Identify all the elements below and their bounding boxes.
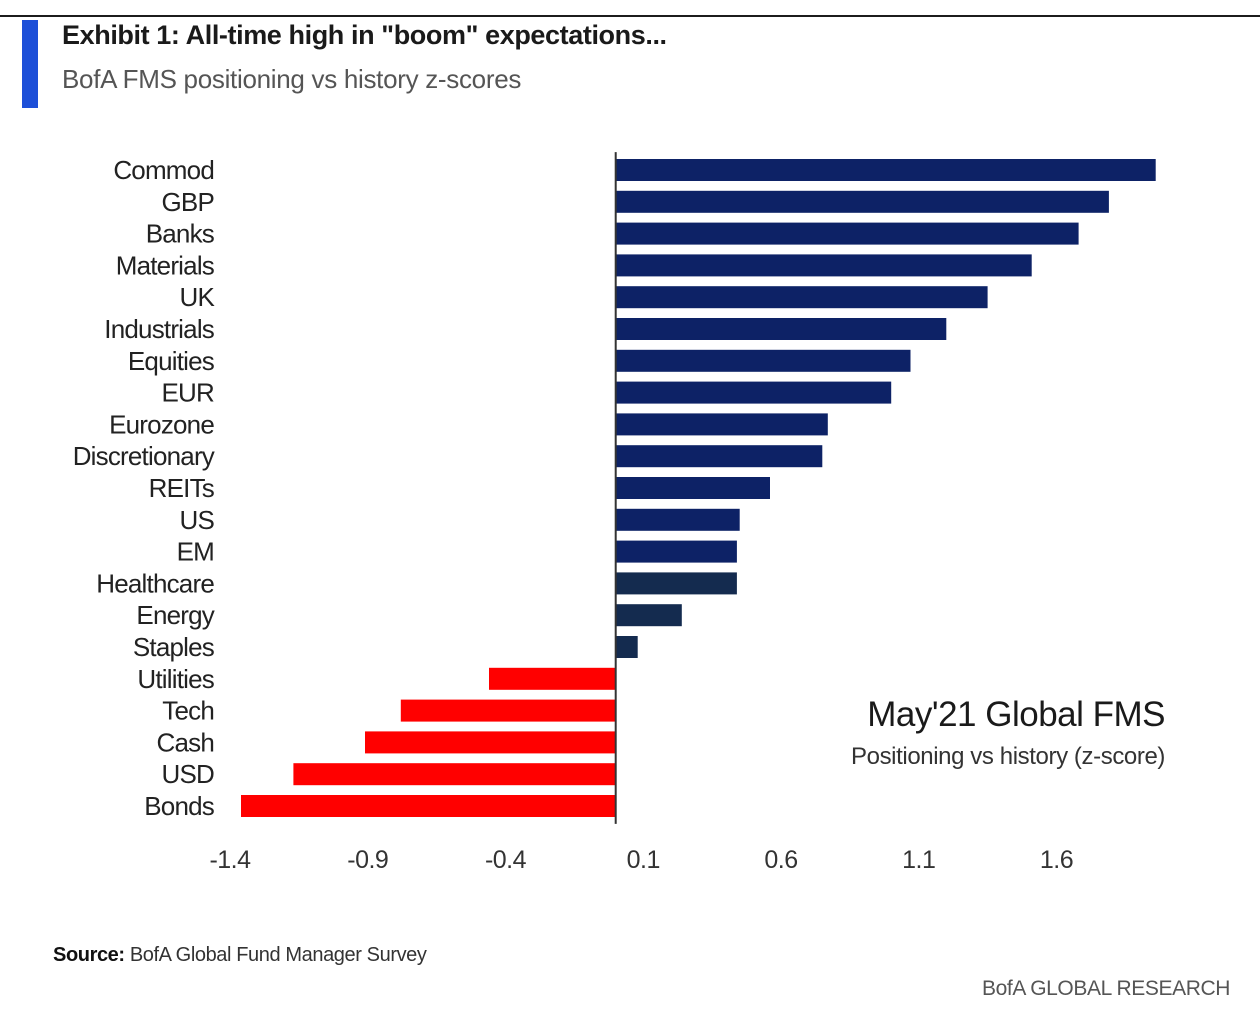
annotation-title: May'21 Global FMS (867, 695, 1165, 734)
source-label: Source: (53, 944, 125, 966)
category-label-em: EM (177, 537, 214, 567)
bar-gbp (615, 190, 1109, 213)
category-label-discretionary: Discretionary (73, 441, 215, 471)
brand-footer: BofA GLOBAL RESEARCH (982, 977, 1230, 1000)
category-label-banks: Banks (146, 219, 215, 249)
bar-cash (365, 731, 616, 754)
x-tick-label: 0.1 (627, 846, 660, 874)
category-label-usd: USD (162, 759, 215, 789)
bar-equities (615, 349, 911, 372)
chart-subtitle: BofA FMS positioning vs history z-scores (62, 64, 522, 94)
category-label-cash: Cash (157, 727, 215, 757)
bar-usd (293, 763, 616, 786)
bar-bonds (241, 795, 616, 817)
category-label-eurozone: Eurozone (109, 409, 214, 439)
accent-bar (22, 20, 38, 108)
bar-reits (615, 477, 770, 499)
category-label-tech: Tech (162, 696, 214, 726)
bar-energy (615, 604, 682, 627)
category-label-bonds: Bonds (144, 791, 215, 821)
category-label-materials: Materials (116, 250, 215, 280)
bar-materials (615, 254, 1032, 277)
category-label-industrials: Industrials (104, 314, 214, 344)
top-rule (0, 15, 1260, 17)
bar-uk (615, 286, 988, 309)
bar-healthcare (615, 572, 737, 595)
bar-chart: CommodGBPBanksMaterialsUKIndustrialsEqui… (73, 152, 1156, 874)
source-text: BofA Global Fund Manager Survey (129, 944, 427, 966)
category-label-energy: Energy (136, 600, 214, 630)
bar-em (615, 540, 737, 563)
category-label-utilities: Utilities (137, 664, 214, 694)
bar-commod (615, 159, 1156, 181)
x-tick-label: -1.4 (209, 846, 251, 874)
x-tick-label: 1.1 (902, 846, 935, 874)
bar-us (615, 508, 740, 531)
category-label-eur: EUR (162, 378, 215, 408)
category-label-staples: Staples (133, 632, 215, 662)
x-tick-label: 0.6 (764, 846, 797, 874)
x-tick-label: -0.4 (485, 846, 527, 874)
bar-eur (615, 381, 892, 404)
bar-discretionary (615, 445, 823, 468)
bar-tech (400, 699, 616, 722)
category-label-gbp: GBP (161, 187, 214, 217)
bar-utilities (489, 667, 616, 690)
bar-industrials (615, 318, 947, 340)
bar-banks (615, 222, 1079, 245)
category-label-healthcare: Healthcare (96, 568, 214, 598)
bar-staples (615, 636, 638, 658)
category-label-equities: Equities (128, 346, 215, 376)
category-label-us: US (179, 505, 214, 535)
category-label-reits: REITs (149, 473, 215, 503)
x-tick-label: 1.6 (1040, 846, 1073, 874)
x-tick-label: -0.9 (347, 846, 388, 874)
source-note: Source: BofA Global Fund Manager Survey (53, 944, 427, 967)
annotation-subtitle: Positioning vs history (z-score) (851, 743, 1165, 770)
category-label-uk: UK (179, 282, 215, 312)
chart-title: Exhibit 1: All-time high in "boom" expec… (62, 20, 667, 50)
bar-eurozone (615, 413, 828, 436)
category-label-commod: Commod (113, 155, 214, 185)
